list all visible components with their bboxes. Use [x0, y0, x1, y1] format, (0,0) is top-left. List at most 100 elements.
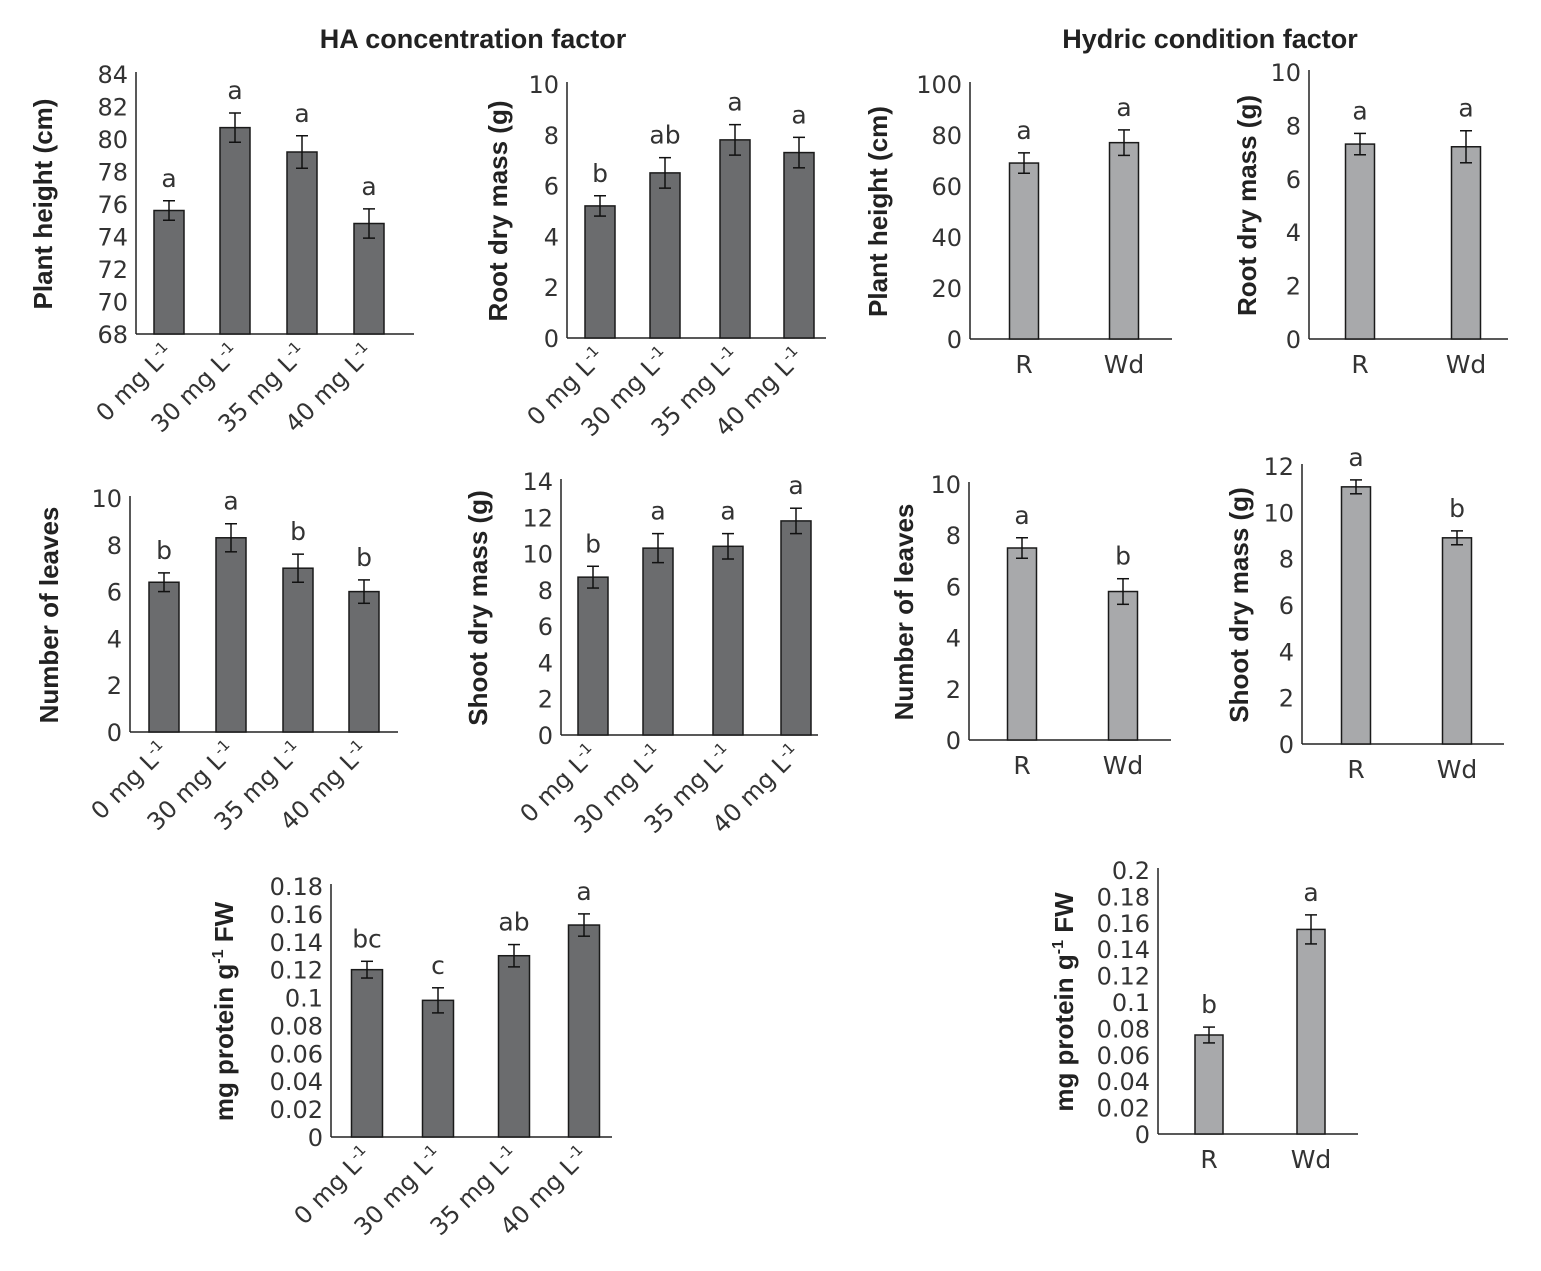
y-tick-label: 0.14 [270, 929, 323, 957]
bar-3 [783, 151, 815, 339]
y-tick-label: 6 [107, 579, 122, 607]
y-tick-label: 0 [544, 325, 559, 353]
significance-letter: a [576, 877, 591, 906]
y-tick-label: 0.02 [1097, 1095, 1150, 1123]
y-tick-label: 6 [1279, 592, 1294, 620]
significance-letter: b [1201, 990, 1217, 1019]
significance-letter: a [1014, 501, 1029, 530]
chart-hc-number-of-leaves: 0 2 4 6 8 10 Number of leaves a Rb Wd [889, 471, 1171, 780]
bar-1 [215, 537, 247, 733]
y-axis-label: Root dry mass (g) [1232, 95, 1262, 316]
x-tick-label: R [1015, 350, 1032, 379]
bar-1 [1296, 928, 1326, 1135]
y-axis-label: Plant height (cm) [863, 106, 893, 317]
bar-1 [1450, 146, 1482, 340]
y-axis-label: Number of leaves [34, 507, 64, 724]
y-tick-label: 0.12 [1097, 963, 1150, 991]
chart-hc-root-dry-mass: 0 2 4 6 8 10 Root dry mass (g) a Ra Wd [1232, 59, 1508, 379]
y-tick-label: 0.18 [270, 873, 323, 901]
significance-letter: a [361, 172, 376, 201]
y-tick-label: 6 [1286, 166, 1301, 194]
significance-letter: ab [649, 121, 680, 150]
significance-letter: a [1016, 116, 1031, 145]
y-axis-label: Root dry mass (g) [483, 100, 513, 321]
bar-0 [153, 209, 185, 335]
bar-2 [712, 545, 744, 736]
bar-1 [1108, 141, 1140, 340]
y-tick-label: 4 [1279, 638, 1294, 666]
significance-letter: b [156, 536, 172, 565]
y-tick-label: 0.12 [270, 957, 323, 985]
ha-concentration-title: HA concentration factor [319, 24, 627, 54]
y-tick-label: 80 [931, 122, 962, 150]
y-tick-label: 0.08 [270, 1012, 323, 1040]
bar-2 [282, 567, 314, 733]
y-tick-label: 80 [97, 126, 128, 154]
significance-letter: a [161, 164, 176, 193]
bar-0 [1340, 486, 1372, 745]
y-tick-label: 0.06 [1097, 1042, 1150, 1070]
significance-letter: a [727, 88, 742, 117]
y-tick-label: 2 [544, 274, 559, 302]
y-tick-label: 0 [107, 719, 122, 747]
significance-letter: c [431, 951, 445, 980]
y-tick-label: 0 [538, 722, 553, 750]
y-tick-label: 2 [1279, 685, 1294, 713]
significance-letter: a [1116, 93, 1131, 122]
chart-ha-protein: 00.020.040.060.080.10.120.140.160.18 mg p… [209, 873, 612, 1241]
significance-letter: b [356, 543, 372, 572]
y-tick-label: 0.04 [270, 1068, 323, 1096]
bar-2 [719, 139, 751, 339]
y-tick-label: 0 [946, 727, 961, 755]
y-tick-label: 2 [1286, 273, 1301, 301]
y-tick-label: 0 [1286, 326, 1301, 354]
significance-letter: a [791, 100, 806, 129]
bar-1 [649, 172, 681, 339]
y-tick-label: 0.08 [1097, 1015, 1150, 1043]
y-tick-label: 12 [522, 504, 553, 532]
y-tick-label: 0.06 [270, 1040, 323, 1068]
significance-letter: a [1303, 878, 1318, 907]
y-tick-label: 12 [1263, 453, 1294, 481]
y-tick-label: 6 [946, 573, 961, 601]
y-tick-label: 4 [538, 649, 553, 677]
significance-letter: b [585, 529, 601, 558]
significance-letter: a [650, 497, 665, 526]
y-tick-label: 0.16 [1097, 910, 1150, 938]
y-tick-label: 60 [931, 173, 962, 201]
bar-3 [780, 520, 812, 736]
bar-0 [577, 576, 609, 736]
y-tick-label: 40 [931, 224, 962, 252]
y-tick-label: 6 [538, 613, 553, 641]
y-tick-label: 8 [1279, 546, 1294, 574]
hydric-condition-title: Hydric condition factor [1062, 24, 1358, 54]
y-tick-label: 78 [97, 159, 128, 187]
y-axis-label: Plant height (cm) [28, 99, 58, 310]
y-tick-label: 4 [946, 625, 961, 653]
y-tick-label: 10 [1270, 59, 1301, 87]
x-tick-label: Wd [1446, 350, 1487, 379]
y-tick-label: 0.18 [1097, 883, 1150, 911]
y-tick-label: 10 [930, 471, 961, 499]
y-tick-label: 2 [538, 686, 553, 714]
bar-0 [350, 968, 384, 1138]
y-tick-label: 100 [916, 71, 962, 99]
y-axis-label: Shoot dry mass (g) [1224, 487, 1254, 722]
bar-1 [421, 999, 455, 1138]
chart-hc-protein: 00.020.040.060.080.10.120.140.160.180.2 m… [1049, 857, 1358, 1174]
significance-letter: a [1352, 96, 1367, 125]
bar-1 [1107, 590, 1139, 741]
bar-2 [497, 954, 531, 1138]
y-tick-label: 10 [522, 541, 553, 569]
x-tick-label: R [1013, 751, 1030, 780]
significance-letter: a [294, 99, 309, 128]
y-tick-label: 4 [544, 223, 559, 251]
y-tick-label: 0.2 [1112, 857, 1150, 885]
y-axis-label: Number of leaves [889, 504, 919, 721]
x-tick-label: R [1351, 350, 1368, 379]
y-tick-label: 4 [1286, 219, 1301, 247]
y-tick-label: 20 [931, 275, 962, 303]
y-tick-label: 10 [91, 485, 122, 513]
